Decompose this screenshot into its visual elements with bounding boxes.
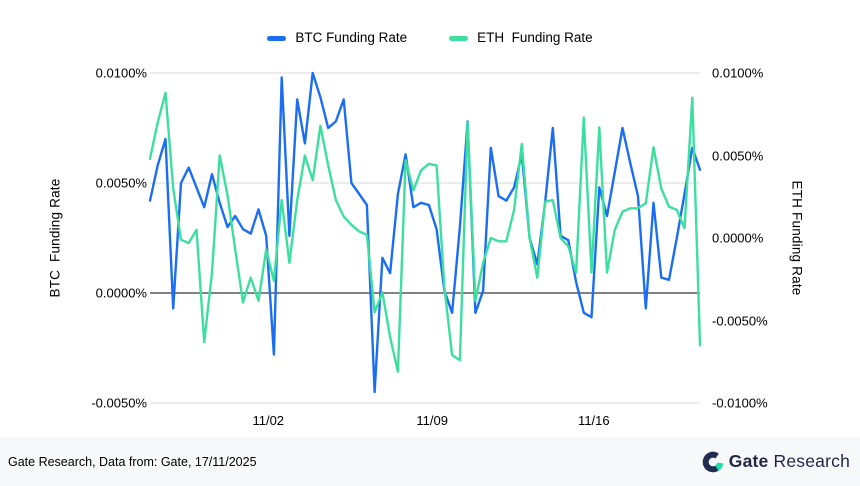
eth-legend-label: ETH Funding Rate	[477, 30, 593, 46]
right-axis-tick-label: -0.0100%	[712, 395, 768, 411]
brand-name-research: Research	[773, 451, 850, 471]
right-axis-tick-label: 0.0050%	[712, 148, 764, 163]
legend-item-btc: BTC Funding Rate	[267, 31, 407, 45]
right-axis-tick-label: 0.0000%	[712, 230, 764, 246]
left-axis-tick-label: -0.0050%	[91, 395, 147, 411]
x-axis-tick-label: 11/16	[578, 413, 610, 428]
left-axis-tick-label: 0.0000%	[95, 285, 147, 301]
btc-legend-label: BTC Funding Rate	[295, 30, 408, 46]
plot-area	[148, 71, 702, 404]
btc-legend-swatch-icon	[267, 35, 287, 41]
eth-legend-swatch-icon	[449, 35, 469, 41]
brand-name-gate: Gate	[728, 451, 769, 471]
x-axis-tick-label: 11/09	[416, 413, 448, 428]
source-attribution: Gate Research, Data from: Gate, 17/11/20…	[8, 454, 257, 469]
btc-funding-rate-line	[148, 71, 702, 394]
gate-logo-icon	[702, 451, 724, 472]
legend-item-eth: ETH Funding Rate	[449, 31, 593, 45]
right-axis-tick-label: -0.0050%	[712, 313, 768, 328]
left-axis-tick-label: 0.0100%	[95, 65, 147, 81]
right-axis-tick-label: 0.0100%	[712, 65, 764, 81]
chart-legend: BTC Funding Rate ETH Funding Rate	[0, 28, 860, 48]
x-axis-tick-label: 11/02	[252, 413, 285, 428]
left-axis-tick-label: 0.0050%	[95, 175, 147, 191]
eth-funding-rate-line	[148, 91, 702, 373]
footer: Gate Research, Data from: Gate, 17/11/20…	[0, 437, 860, 486]
gate-research-logo: Gate Research	[702, 451, 850, 473]
